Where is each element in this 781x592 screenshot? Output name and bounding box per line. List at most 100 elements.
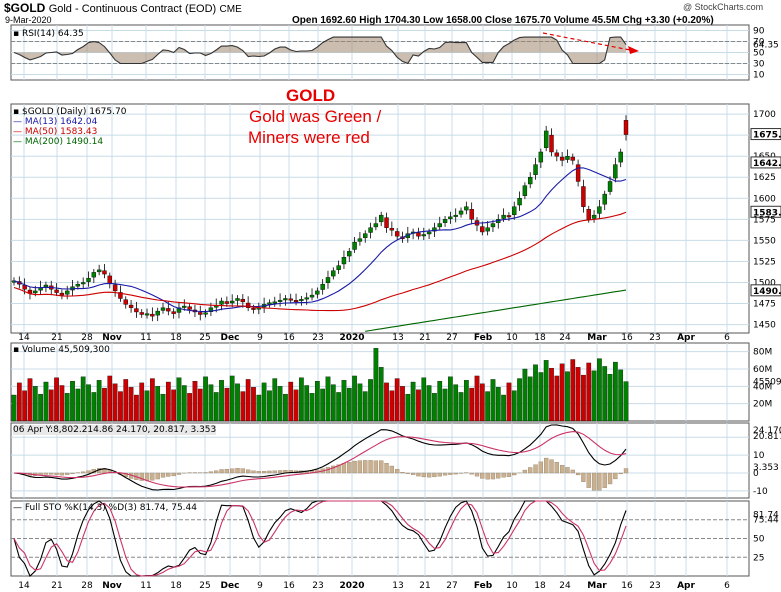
watermark: @ StockCharts.com xyxy=(683,2,764,12)
volume-bar xyxy=(458,392,464,422)
candle-body xyxy=(277,299,283,302)
rsi-tick-label: 64.35 xyxy=(753,41,779,51)
candle-body xyxy=(437,223,442,228)
macd-histogram-bar xyxy=(522,469,528,474)
macd-histogram-bar xyxy=(512,472,517,476)
macd-histogram-bar xyxy=(421,472,426,478)
macd-histogram-bar xyxy=(240,468,245,474)
candle-body xyxy=(522,185,528,196)
candle-body xyxy=(80,282,86,285)
volume-bar xyxy=(437,380,443,422)
volume-tick-label: 20M xyxy=(753,400,772,410)
x-tick-label-bottom: 28 xyxy=(81,581,93,591)
x-tick-label-bottom: Feb xyxy=(474,581,493,591)
volume-bar xyxy=(229,375,235,422)
candle-body xyxy=(160,307,166,311)
macd-histogram-bar xyxy=(389,465,394,474)
rsi-tick-label: 90 xyxy=(753,27,765,37)
volume-bar xyxy=(554,375,560,422)
volume-tick-label: 80M xyxy=(753,348,772,358)
volume-bar xyxy=(102,387,107,422)
x-tick-label-bottom: 24 xyxy=(559,581,571,591)
price-tick-label: 1625 xyxy=(753,173,776,183)
sto-tick-label: 50 xyxy=(753,535,765,545)
x-tick-label-bottom: Nov xyxy=(102,581,122,591)
candle-body xyxy=(357,238,363,242)
macd-histogram-bar xyxy=(437,472,442,477)
price-tick-label: 1550 xyxy=(753,236,776,246)
volume-bar xyxy=(400,386,405,422)
volume-bar xyxy=(384,382,389,422)
volume-bar xyxy=(235,383,240,422)
macd-histogram-bar xyxy=(251,470,256,474)
volume-bar xyxy=(527,376,533,422)
candle-body xyxy=(480,226,485,233)
macd-histogram-bar xyxy=(70,472,75,474)
macd-histogram-bar xyxy=(230,468,235,474)
volume-bar xyxy=(48,389,54,422)
candle-body xyxy=(320,283,325,290)
candle-body xyxy=(618,151,623,163)
macd-histogram-bar xyxy=(607,472,613,485)
price-tick-label: 1700 xyxy=(753,110,776,120)
ma50-label: — MA(50) 1583.43 xyxy=(13,127,98,137)
volume-bar xyxy=(565,371,570,422)
volume-bar xyxy=(378,367,384,422)
exchange: CME xyxy=(219,4,242,15)
macd-histogram-bar xyxy=(586,472,591,488)
volume-bar xyxy=(203,376,208,422)
candle-body xyxy=(245,302,251,308)
volume-bar xyxy=(224,387,230,422)
x-tick-label-bottom: 27 xyxy=(446,581,457,591)
macd-histogram-bar xyxy=(219,469,224,474)
macd-histogram-bar xyxy=(347,462,352,474)
macd-tick-label: 3.353 xyxy=(753,463,779,473)
volume-bar xyxy=(144,390,150,422)
x-tick-label-top: 13 xyxy=(392,333,403,343)
macd-histogram-bar xyxy=(368,460,373,474)
price-tick-label: 1525 xyxy=(753,257,776,267)
x-tick-label-top: 27 xyxy=(446,333,457,343)
macd-histogram-bar xyxy=(613,472,618,480)
macd-tick-label: 0 xyxy=(753,469,759,479)
macd-histogram-bar xyxy=(442,472,448,476)
volume-bar xyxy=(16,382,22,422)
volume-bar xyxy=(150,378,155,422)
macd-histogram-bar xyxy=(352,460,357,474)
volume-bar xyxy=(591,370,597,422)
macd-histogram-bar xyxy=(272,470,277,474)
volume-bar xyxy=(256,394,262,422)
macd-histogram-bar xyxy=(246,469,251,474)
macd-histogram-bar xyxy=(490,472,496,480)
candle-body xyxy=(336,265,341,270)
x-tick-label-top: 9 xyxy=(257,333,263,343)
volume-bar xyxy=(245,379,251,422)
macd-histogram-bar xyxy=(538,461,544,474)
price-tag-box xyxy=(750,156,781,169)
candle-body xyxy=(123,299,128,305)
volume-bar xyxy=(421,377,427,422)
macd-histogram-bar xyxy=(261,471,267,474)
candle-body xyxy=(240,298,246,303)
volume-bar xyxy=(299,377,304,422)
x-tick-label-top: 11 xyxy=(140,333,151,343)
macd-histogram-bar xyxy=(618,472,623,475)
macd-histogram-bar xyxy=(150,472,155,481)
candle-body xyxy=(554,152,560,157)
macd-histogram-bar xyxy=(139,472,144,481)
macd-histogram-bar xyxy=(49,472,54,475)
volume-bar xyxy=(613,361,618,422)
macd-histogram-bar xyxy=(208,471,214,474)
macd-signal-line xyxy=(13,431,627,488)
macd-tick-label: 20.817 xyxy=(753,432,781,442)
candle-body xyxy=(565,155,570,160)
macd-histogram-bar xyxy=(410,472,416,475)
volume-bar xyxy=(357,383,363,422)
macd-histogram-bar xyxy=(123,472,128,477)
volume-label: ▪ Volume 45,509,300 xyxy=(13,345,110,355)
candle-body xyxy=(528,177,533,185)
candle-body xyxy=(182,305,187,308)
candle-body xyxy=(224,301,230,304)
x-tick-label-top: 6 xyxy=(724,333,730,343)
volume-bar xyxy=(501,394,506,422)
